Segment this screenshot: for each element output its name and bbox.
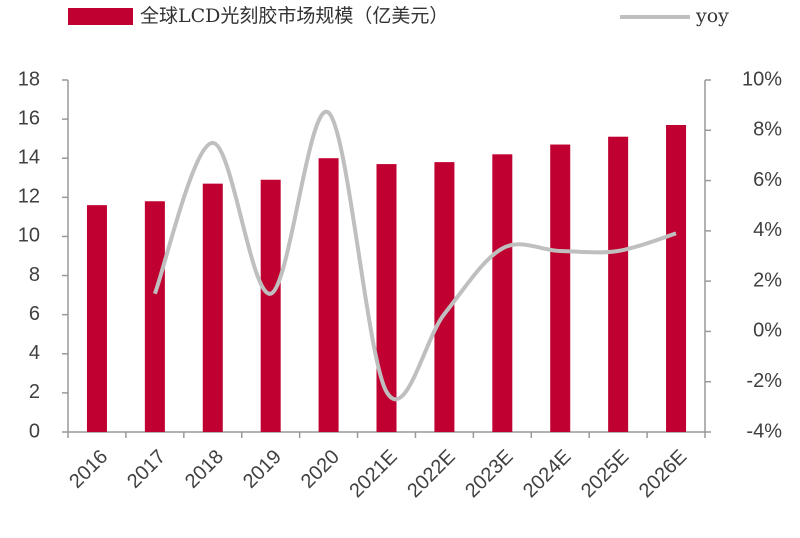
bar bbox=[318, 158, 339, 432]
bar bbox=[666, 124, 687, 432]
y-tick-label: 8 bbox=[29, 264, 40, 286]
x-tick-label: 2019 bbox=[239, 446, 286, 493]
bar bbox=[608, 136, 629, 432]
y2-tick-label: -4% bbox=[746, 420, 782, 442]
legend-label: yoy bbox=[695, 5, 729, 27]
bar bbox=[550, 144, 571, 433]
bar bbox=[202, 183, 223, 432]
x-tick-label: 2024E bbox=[519, 446, 575, 502]
x-tick-label: 2025E bbox=[577, 446, 633, 502]
x-tick-label: 2023E bbox=[461, 446, 517, 502]
y2-tick-label: 10% bbox=[742, 68, 782, 90]
y-tick-label: 16 bbox=[18, 107, 40, 129]
y2-tick-label: 4% bbox=[753, 219, 782, 241]
y2-tick-label: 6% bbox=[753, 169, 782, 191]
bar bbox=[86, 205, 107, 432]
legend-label: 全球LCD光刻胶市场规模（亿美元） bbox=[140, 5, 448, 27]
y-tick-label: 4 bbox=[29, 342, 40, 364]
y-tick-label: 10 bbox=[18, 225, 40, 247]
y2-tick-label: 8% bbox=[753, 119, 782, 141]
x-tick-label: 2017 bbox=[123, 446, 170, 493]
y2-tick-label: -2% bbox=[746, 370, 782, 392]
legend-swatch bbox=[68, 8, 133, 25]
x-tick-label: 2018 bbox=[181, 446, 228, 493]
x-tick-label: 2022E bbox=[403, 446, 459, 502]
bar bbox=[144, 201, 165, 432]
y-tick-label: 18 bbox=[18, 68, 40, 90]
bar bbox=[434, 162, 455, 432]
yoy-line bbox=[152, 109, 677, 402]
y2-tick-label: 2% bbox=[753, 269, 782, 291]
bar bbox=[376, 164, 397, 433]
x-tick-label: 2020 bbox=[297, 446, 344, 493]
y-tick-label: 12 bbox=[18, 186, 40, 208]
y-tick-label: 0 bbox=[29, 420, 40, 442]
y2-tick-label: 0% bbox=[753, 320, 782, 342]
x-tick-label: 2016 bbox=[65, 446, 112, 493]
bar bbox=[492, 154, 513, 433]
y-tick-label: 2 bbox=[29, 381, 40, 403]
bar bbox=[260, 179, 281, 432]
y-tick-label: 14 bbox=[18, 147, 40, 169]
y-tick-label: 6 bbox=[29, 303, 40, 325]
x-tick-label: 2026E bbox=[635, 446, 691, 502]
x-tick-label: 2021E bbox=[345, 446, 401, 502]
